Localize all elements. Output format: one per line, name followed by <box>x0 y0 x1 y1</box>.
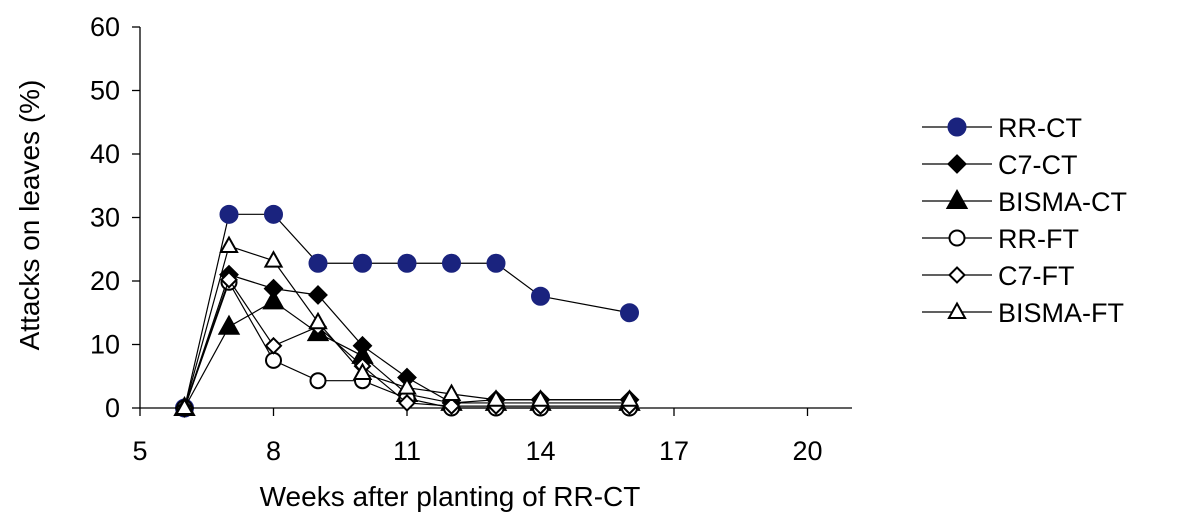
series-line <box>183 300 630 409</box>
legend-marker <box>948 229 966 247</box>
data-point <box>531 286 550 306</box>
legend-label: C7-CT <box>998 150 1078 180</box>
data-point <box>264 336 283 355</box>
series <box>174 235 640 415</box>
data-point <box>486 389 506 407</box>
legend-label: BISMA-CT <box>998 187 1127 217</box>
y-tick-label: 60 <box>90 12 120 42</box>
data-point <box>397 253 417 273</box>
x-tick-label: 20 <box>792 436 822 466</box>
y-tick-label: 10 <box>90 330 120 360</box>
series-line <box>183 278 630 409</box>
data-point <box>308 285 328 305</box>
data-point <box>265 351 282 369</box>
data-point <box>352 362 373 381</box>
legend-label: RR-CT <box>998 113 1082 143</box>
data-point <box>530 389 551 407</box>
data-point <box>308 253 328 273</box>
x-tick-label: 11 <box>393 436 421 466</box>
axes: 0 10 20 30 40 50 60 5 8 11 14 17 20 <box>90 12 852 466</box>
data-point <box>219 204 239 224</box>
data-point <box>262 289 285 310</box>
legend: RR-CT C7-CT BISMA-CT RR-FT C7-FT BISMA-FT <box>922 113 1127 328</box>
legend-marker <box>948 266 966 284</box>
data-point <box>220 270 238 289</box>
data-point <box>619 389 640 407</box>
y-tick-label: 40 <box>90 139 120 169</box>
legend-entry: C7-FT <box>922 261 1075 291</box>
data-point <box>264 204 283 224</box>
data-point <box>309 372 327 390</box>
legend-entry: BISMA-CT <box>922 187 1127 217</box>
data-point <box>620 303 639 323</box>
data-point <box>308 311 328 330</box>
data-point <box>353 253 372 273</box>
legend-marker <box>945 188 969 209</box>
legend-entry: RR-FT <box>922 224 1079 254</box>
legend-entry: RR-CT <box>922 113 1082 143</box>
data-point <box>263 250 284 268</box>
y-tick-label: 0 <box>105 393 120 423</box>
legend-label: RR-FT <box>998 224 1079 254</box>
data-point <box>486 253 506 273</box>
legend-label: BISMA-FT <box>998 298 1124 328</box>
legend-marker <box>947 301 967 319</box>
y-tick-label: 30 <box>90 203 120 233</box>
data-point <box>217 314 241 335</box>
data-point <box>397 377 417 395</box>
y-axis-label: Attacks on leaves (%) <box>14 80 45 351</box>
data-point <box>398 394 416 412</box>
series-layer <box>173 204 641 418</box>
data-point <box>174 397 195 415</box>
legend-entry: BISMA-FT <box>922 298 1124 328</box>
series-line <box>183 280 630 409</box>
x-tick-label: 17 <box>659 436 689 466</box>
x-tick-label: 5 <box>132 436 147 466</box>
series-line <box>183 213 630 409</box>
x-axis-label: Weeks after planting of RR-CT <box>260 481 641 512</box>
series-line <box>183 245 630 409</box>
legend-marker <box>947 117 967 137</box>
data-point <box>219 235 239 254</box>
legend-marker <box>947 154 967 174</box>
data-point <box>442 397 461 416</box>
legend-entry: C7-CT <box>922 150 1078 180</box>
legend-label: C7-FT <box>998 261 1075 291</box>
x-tick-label: 14 <box>525 436 555 466</box>
data-point <box>441 383 462 401</box>
data-point <box>442 253 461 273</box>
x-tick-label: 8 <box>266 436 281 466</box>
y-tick-label: 20 <box>90 266 120 296</box>
y-tick-label: 50 <box>90 76 120 106</box>
